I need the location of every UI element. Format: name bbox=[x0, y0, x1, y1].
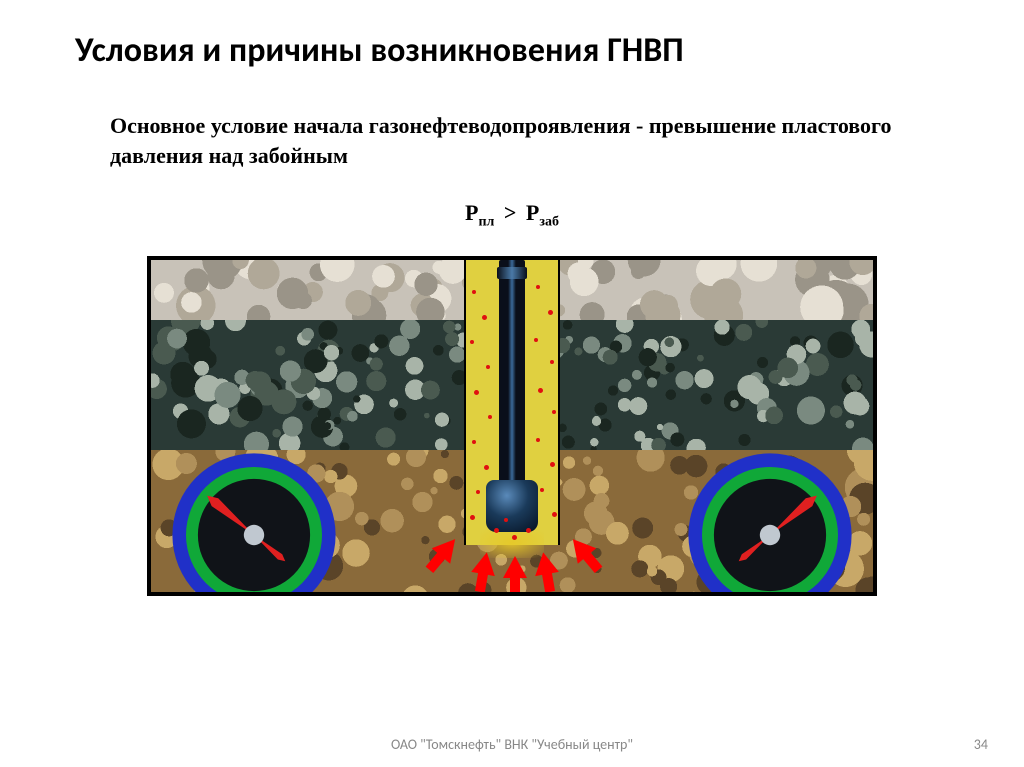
slide-title: Условия и причины возникновения ГНВП bbox=[75, 30, 974, 71]
cross-section-diagram bbox=[147, 256, 877, 596]
footer-text: ОАО "Томскнефть" ВНК "Учебный центр" bbox=[0, 736, 1024, 753]
pressure-gauge-right bbox=[685, 450, 855, 596]
page-number: 34 bbox=[974, 736, 988, 753]
pressure-gauge-left bbox=[169, 450, 339, 596]
drill-bit bbox=[486, 480, 538, 532]
body-text: Основное условие начала газонефтеводопро… bbox=[110, 111, 924, 170]
drill-string-joint bbox=[497, 267, 527, 279]
drill-string bbox=[499, 260, 525, 485]
formula: Pпл > Pзаб bbox=[50, 200, 974, 230]
